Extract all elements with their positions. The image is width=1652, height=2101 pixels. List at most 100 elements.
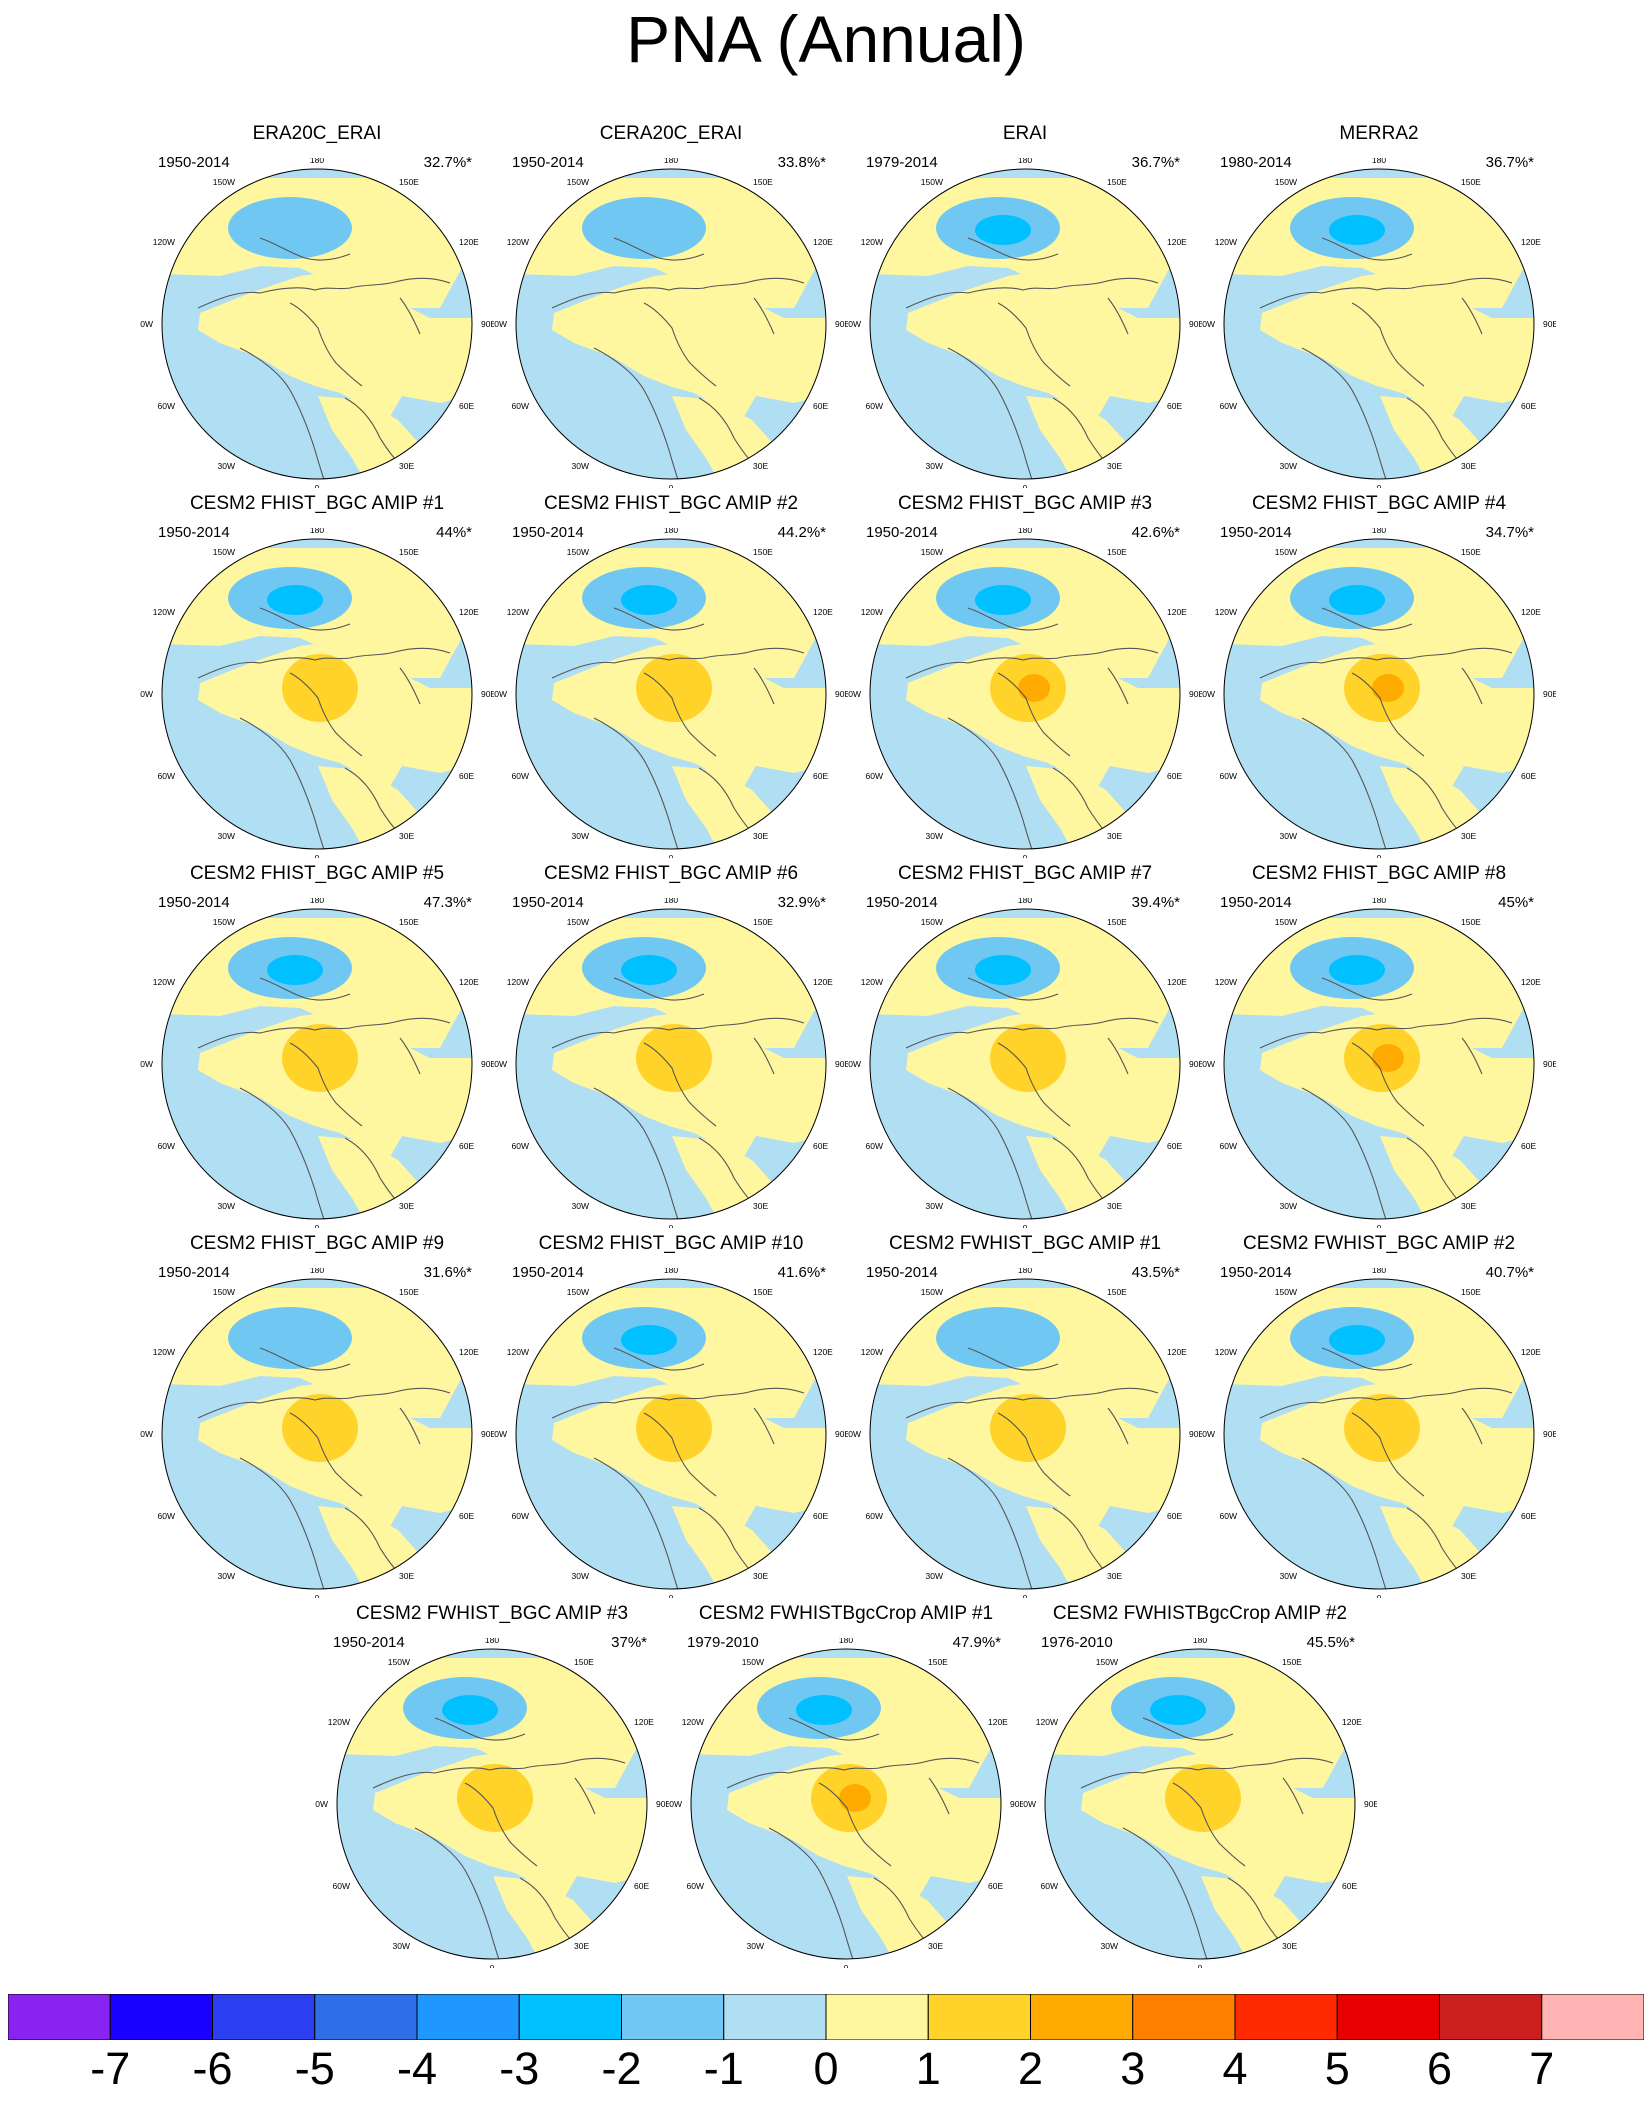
anomaly-field [1045, 1649, 1355, 1959]
longitude-label: 30W [572, 1571, 589, 1581]
longitude-label: 90E [1189, 1059, 1202, 1069]
longitude-label: 30W [926, 1571, 943, 1581]
coastline [753, 297, 775, 335]
map-panel: CESM2 FWHIST_BGC AMIP #1 180 150E 120E 90E 60… [848, 1232, 1202, 1598]
coastline [613, 237, 705, 261]
panel-explained-variance: 45%* [1498, 894, 1534, 911]
longitude-label: 60E [459, 1141, 474, 1151]
longitude-label: 180 [310, 1268, 324, 1275]
longitude-label: 30E [1461, 461, 1476, 471]
longitude-label: 120E [1167, 607, 1187, 617]
longitude-label: 60W [512, 1511, 529, 1521]
panel-period: 1950-2014 [866, 1264, 938, 1281]
longitude-label: 90W [1202, 1059, 1215, 1069]
positive-anomaly-center [636, 1024, 712, 1092]
coastline [239, 1457, 331, 1589]
panel-explained-variance: 33.8%* [777, 154, 826, 171]
longitude-label: 60W [866, 771, 883, 781]
coastline [1461, 1037, 1483, 1075]
panel-period: 1979-2010 [687, 1634, 759, 1651]
map-panel: CESM2 FHIST_BGC AMIP #6 180 150E 120E 90E 60E… [494, 862, 848, 1228]
longitude-label: 120W [1036, 1717, 1058, 1727]
map-boundary [161, 1278, 473, 1590]
longitude-label: 120E [988, 1717, 1008, 1727]
longitude-label: 150E [928, 1657, 948, 1667]
coastline [1461, 297, 1483, 335]
coastline [1301, 1087, 1393, 1219]
longitude-label: 0 [1023, 1593, 1028, 1598]
coastline [768, 1827, 860, 1959]
coastline [928, 1777, 950, 1815]
longitude-label: 30W [1101, 1941, 1118, 1951]
longitude-label: 90W [140, 319, 153, 329]
coastline [593, 717, 685, 849]
coastline [1461, 667, 1483, 705]
longitude-label: 180 [1018, 1268, 1032, 1275]
coastline [1351, 672, 1425, 757]
longitude-label: 0 [315, 483, 320, 488]
polar-map: 180 150E 120E 90E 60E 30E 0 30W 60W 90W 120W 150W [848, 528, 1202, 858]
colorbar-tick-label: -7 [90, 2043, 131, 2094]
longitude-label: 60W [866, 1511, 883, 1521]
longitude-label: 90W [140, 689, 153, 699]
longitude-label: 150E [1461, 177, 1481, 187]
longitude-label: 150W [213, 177, 235, 187]
map-boundary [1223, 168, 1535, 480]
longitude-label: 120W [153, 977, 175, 987]
longitude-label: 30E [753, 1201, 768, 1211]
coastline [997, 1412, 1071, 1497]
negative-anomaly-core [267, 585, 323, 615]
longitude-label: 0 [669, 483, 674, 488]
coastline [947, 347, 1039, 479]
longitude-label: 90W [494, 1429, 507, 1439]
panel-explained-variance: 31.6%* [423, 1264, 472, 1281]
coastline [399, 667, 421, 705]
panel-explained-variance: 41.6%* [777, 1264, 826, 1281]
coastline [1259, 1017, 1513, 1049]
colorbar-tick-label: 5 [1324, 2043, 1350, 2094]
map-boundary [869, 538, 1181, 850]
coastline [414, 1827, 506, 1959]
panel-explained-variance: 39.4%* [1131, 894, 1180, 911]
panel-period: 1950-2014 [512, 894, 584, 911]
colorbar-tick-label: 7 [1529, 2043, 1555, 2094]
longitude-label: 150W [567, 1287, 589, 1297]
panel-explained-variance: 36.7%* [1485, 154, 1534, 171]
map-panel: CESM2 FWHIST_BGC AMIP #2 180 150E 120E 90E 60… [1202, 1232, 1556, 1598]
longitude-label: 30W [1280, 1201, 1297, 1211]
longitude-label: 90E [835, 689, 848, 699]
coastline [1080, 1757, 1334, 1789]
coastline [1282, 1777, 1304, 1815]
longitude-label: 120W [153, 607, 175, 617]
coastline [1321, 607, 1413, 631]
positive-anomaly-center [1344, 1394, 1420, 1462]
coastline [1259, 1387, 1513, 1419]
longitude-label: 150W [213, 547, 235, 557]
coastline [239, 717, 331, 849]
longitude-label: 60W [333, 1881, 350, 1891]
anomaly-field [516, 169, 826, 479]
map-panel: CESM2 FHIST_BGC AMIP #9 180 150E 120E 90E 60E… [140, 1232, 494, 1598]
polar-map: 180 150E 120E 90E 60E 30E 0 30W 60W 90W 120W 150W [140, 1268, 494, 1598]
longitude-label: 150E [399, 547, 419, 557]
longitude-label: 30W [1280, 831, 1297, 841]
longitude-label: 150W [921, 177, 943, 187]
map-panel: CESM2 FHIST_BGC AMIP #8 180 150E 120E 90E 60E… [1202, 862, 1556, 1228]
longitude-label: 150E [399, 1287, 419, 1297]
longitude-label: 150E [1461, 917, 1481, 927]
coastline [997, 302, 1071, 387]
longitude-label: 120W [1215, 237, 1237, 247]
coastline [1461, 1407, 1483, 1445]
longitude-label: 60E [1521, 1511, 1536, 1521]
longitude-label: 60W [512, 1141, 529, 1151]
coastline [753, 1407, 775, 1445]
polar-map: 180 150E 120E 90E 60E 30E 0 30W 60W 90W 120W 150W [1202, 1268, 1556, 1598]
longitude-label: 120W [1215, 1347, 1237, 1357]
anomaly-field [516, 909, 826, 1219]
longitude-label: 180 [310, 898, 324, 905]
longitude-label: 120E [1167, 977, 1187, 987]
longitude-label: 0 [315, 1593, 320, 1598]
longitude-label: 150E [399, 177, 419, 187]
panel-title: CESM2 FHIST_BGC AMIP #2 [543, 493, 799, 514]
longitude-label: 60E [988, 1881, 1003, 1891]
